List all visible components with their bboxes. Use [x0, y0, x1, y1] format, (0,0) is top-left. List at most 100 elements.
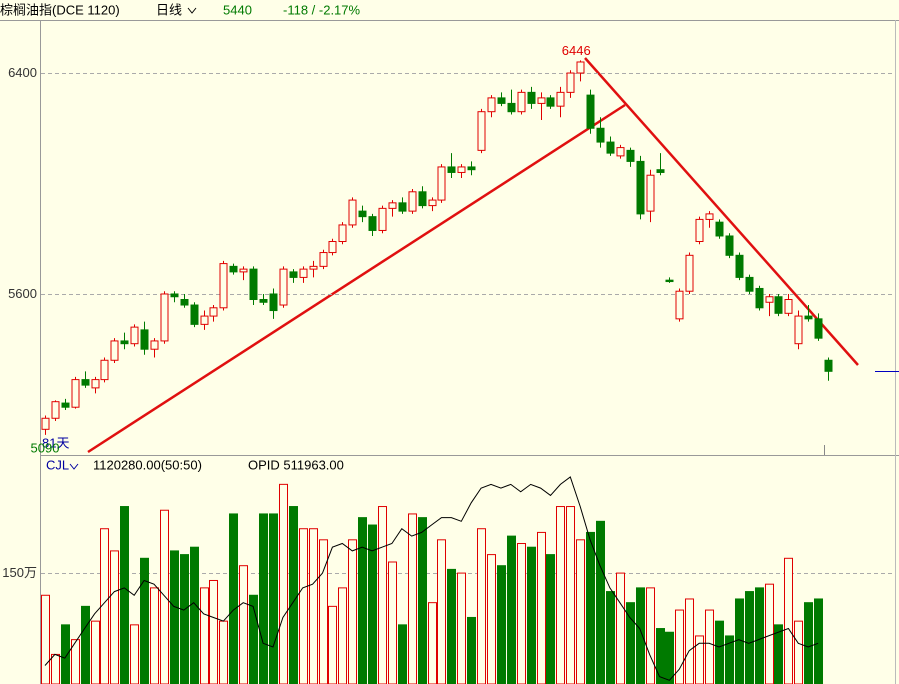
volume-bar	[259, 513, 268, 684]
candle-body	[259, 299, 268, 303]
volume-bar	[665, 631, 674, 684]
candle-body	[51, 401, 60, 419]
candle-body	[398, 202, 407, 212]
volume-bar	[41, 594, 50, 684]
candle-body	[418, 191, 427, 207]
volume-bar	[636, 587, 645, 684]
indicator-name[interactable]: CJL	[46, 457, 69, 472]
volume-bar	[586, 531, 595, 684]
volume-bar	[517, 543, 526, 684]
volume-bar	[725, 635, 734, 684]
volume-bar	[428, 602, 437, 684]
volume-bar	[507, 535, 516, 684]
candle-body	[745, 276, 754, 292]
candle-body	[120, 340, 129, 345]
volume-bar	[487, 554, 496, 684]
candle-body	[408, 191, 417, 212]
volume-bar	[338, 587, 347, 684]
volume-bar	[398, 624, 407, 684]
period[interactable]: 日线	[156, 2, 182, 17]
candle-body	[765, 296, 774, 303]
volume-bar	[804, 602, 813, 684]
volume-bar	[576, 539, 585, 684]
volume-bar	[695, 635, 704, 684]
candle-body	[665, 279, 674, 283]
candle-body	[81, 379, 90, 386]
volume-bar	[91, 620, 100, 684]
volume-bar	[140, 557, 149, 684]
trend-line[interactable]	[584, 57, 859, 366]
candle-body	[705, 213, 714, 220]
volume-bar	[279, 483, 288, 684]
candle-body	[616, 147, 625, 157]
candle-body	[517, 91, 526, 113]
candle-body	[180, 299, 189, 306]
volume-bar	[794, 620, 803, 684]
volume-bar	[200, 587, 209, 684]
volume-bar	[497, 565, 506, 684]
volume-bar	[51, 653, 60, 684]
candle-body	[497, 97, 506, 104]
candle-body	[566, 72, 575, 93]
volume-bar	[348, 539, 357, 684]
volume-bar	[190, 546, 199, 684]
candle-body	[91, 379, 100, 389]
volume-bar	[616, 572, 625, 684]
volume-bar	[596, 520, 605, 684]
candle-body	[586, 94, 595, 129]
y-tick-label: 5600	[8, 286, 37, 301]
candle-body	[715, 221, 724, 237]
trend-line[interactable]	[87, 103, 626, 454]
candle-body	[269, 293, 278, 312]
volume-bar	[249, 594, 258, 684]
volume-bar	[546, 554, 555, 684]
volume-bar	[239, 565, 248, 684]
volume-bar	[71, 639, 80, 684]
candle-body	[209, 307, 218, 317]
candle-body	[348, 199, 357, 226]
volume-bar	[130, 624, 139, 684]
volume-bar	[656, 628, 665, 684]
volume-bar	[606, 591, 615, 684]
last-price: 5440	[223, 2, 252, 17]
volume-bar	[358, 517, 367, 684]
candle-body	[61, 402, 70, 408]
candle-body	[150, 340, 159, 350]
indicator-value: 1120280.00(50:50)	[93, 457, 202, 472]
volume-bar	[299, 528, 308, 684]
candle-body	[437, 166, 446, 201]
volume-bar	[814, 598, 823, 684]
legend-entry: OPID 511963.00	[248, 457, 344, 472]
candle-body	[457, 166, 466, 173]
candle-body	[71, 379, 80, 408]
candle-body	[447, 166, 456, 173]
volume-bar	[477, 528, 486, 684]
volume-bar	[388, 561, 397, 684]
candle-body	[507, 102, 516, 113]
candle-body	[338, 224, 347, 243]
candle-body	[160, 293, 169, 342]
volume-bar	[457, 572, 466, 684]
volume-bar	[437, 539, 446, 684]
candle-body	[794, 315, 803, 345]
y-tick-label: 150万	[2, 565, 37, 580]
dropdown-icon[interactable]	[69, 463, 79, 470]
low-label: 5090	[31, 440, 60, 455]
volume-bar	[774, 624, 783, 684]
volume-bar	[447, 568, 456, 684]
candle-body	[110, 340, 119, 361]
volume-bar	[368, 524, 377, 684]
volume-bar	[418, 517, 427, 684]
span-label: 81天	[42, 435, 69, 450]
volume-bar	[646, 587, 655, 684]
volume-bar	[705, 609, 714, 684]
candle-body	[626, 149, 635, 162]
volume-bar	[289, 506, 298, 684]
candle-body	[190, 304, 199, 325]
change: -118 / -2.17%	[283, 2, 361, 17]
dropdown-icon[interactable]	[187, 7, 197, 14]
volume-bar	[209, 579, 218, 684]
candle-body	[328, 241, 337, 254]
volume-bar	[467, 616, 476, 684]
